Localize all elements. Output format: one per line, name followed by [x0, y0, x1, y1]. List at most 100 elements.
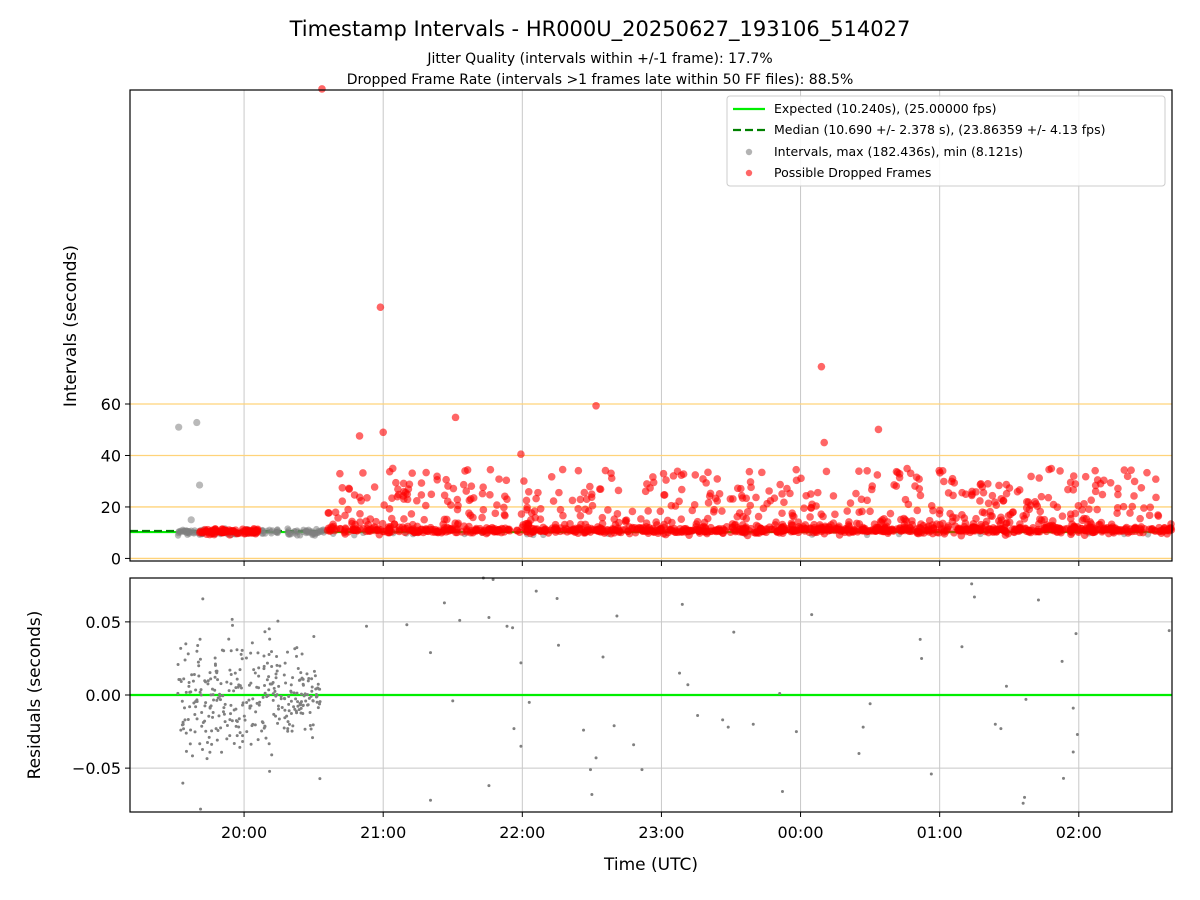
- dropped-frame-point: [504, 526, 512, 534]
- dropped-frame-point: [348, 519, 356, 528]
- dropped-frame-point: [643, 480, 651, 488]
- dropped-frame-point: [660, 491, 669, 499]
- residual-point: [200, 710, 204, 714]
- residual-point: [208, 671, 212, 675]
- dropped-frame-point: [336, 469, 344, 478]
- residual-point: [265, 695, 269, 699]
- residual-point: [261, 695, 265, 699]
- residual-point: [242, 714, 246, 718]
- intervals-y-tick-label: 60: [101, 395, 121, 414]
- dropped-frame-point: [523, 503, 531, 512]
- dropped-frame-point: [691, 471, 700, 479]
- residual-point: [272, 686, 276, 690]
- dropped-frame-point: [1114, 490, 1122, 499]
- residual-point: [732, 630, 736, 634]
- residual-point: [213, 656, 217, 660]
- dropped-frame-point: [733, 484, 742, 493]
- residual-point: [220, 648, 224, 652]
- dropped-frame-point: [1001, 526, 1009, 535]
- dropped-frame-point: [336, 524, 344, 533]
- residual-point: [230, 719, 234, 723]
- residual-point: [241, 734, 245, 738]
- dropped-frame-point: [1114, 484, 1122, 493]
- dropped-frame-point: [422, 526, 431, 535]
- dropped-frame-point: [524, 521, 533, 529]
- dropped-frame-point: [925, 528, 933, 536]
- dropped-frame-point: [780, 526, 789, 535]
- residual-point: [920, 656, 924, 660]
- dropped-frame-point: [417, 491, 426, 499]
- residual-point: [215, 698, 219, 702]
- residual-point: [257, 703, 261, 707]
- dropped-frame-point: [778, 509, 786, 518]
- dropped-frame-outlier: [318, 85, 326, 93]
- dropped-frame-point: [1087, 496, 1096, 504]
- dropped-frame-point: [549, 497, 558, 505]
- residual-point: [442, 601, 446, 605]
- dropped-frame-point: [940, 477, 948, 486]
- residual-point: [582, 728, 586, 732]
- residual-point: [487, 784, 491, 788]
- dropped-frame-point: [650, 528, 659, 536]
- residual-point: [305, 672, 309, 676]
- residual-point: [196, 644, 200, 648]
- dropped-frame-point: [214, 527, 222, 536]
- interval-point: [176, 528, 183, 535]
- residual-point: [308, 710, 312, 714]
- dropped-frame-point: [972, 514, 980, 523]
- residual-point: [295, 691, 299, 695]
- dropped-frame-point: [1167, 520, 1175, 528]
- dropped-frame-point: [641, 487, 650, 496]
- dropped-frame-point: [762, 528, 770, 537]
- dropped-frame-point: [813, 488, 822, 497]
- residual-point: [868, 702, 872, 706]
- residual-point: [247, 698, 251, 702]
- dropped-frame-point: [901, 495, 910, 504]
- dropped-frame-point: [917, 520, 925, 528]
- dropped-frame-point: [797, 474, 805, 483]
- residual-point: [291, 676, 295, 680]
- dropped-frame-point: [1009, 508, 1017, 516]
- residual-point: [999, 727, 1003, 731]
- dropped-frame-point: [916, 491, 925, 500]
- residual-point: [721, 718, 725, 722]
- dropped-frame-point: [857, 495, 866, 504]
- chart-subtitle-dropped: Dropped Frame Rate (intervals >1 frames …: [347, 72, 854, 88]
- dropped-frame-point: [816, 521, 824, 529]
- residual-point: [428, 651, 432, 655]
- dropped-frame-point: [747, 483, 755, 492]
- residual-point: [229, 672, 233, 676]
- dropped-frame-point: [517, 510, 526, 518]
- dropped-frame-point: [800, 504, 808, 512]
- dropped-frame-point: [502, 476, 511, 485]
- dropped-frame-point: [586, 482, 594, 491]
- dropped-frame-point: [660, 520, 669, 529]
- dropped-frame-point: [588, 501, 597, 510]
- dropped-frame-point: [434, 526, 443, 535]
- dropped-frame-point: [1026, 501, 1035, 509]
- dropped-frame-point: [392, 478, 400, 487]
- interval-outlier: [175, 423, 183, 431]
- residual-point: [318, 777, 322, 781]
- dropped-frame-point: [1151, 475, 1160, 483]
- residual-point: [263, 684, 267, 688]
- residuals-y-tick-label: 0.00: [85, 686, 121, 705]
- residual-point: [220, 750, 224, 754]
- dropped-frame-point: [576, 511, 585, 520]
- dropped-frame-point: [1127, 466, 1135, 474]
- residual-point: [283, 708, 287, 712]
- dropped-frame-point: [1136, 514, 1144, 523]
- residual-point: [262, 654, 266, 658]
- residuals-series: [176, 576, 1171, 811]
- dropped-frame-point: [621, 516, 630, 525]
- residual-point: [234, 707, 238, 711]
- residual-point: [289, 699, 293, 703]
- residual-point: [1036, 598, 1040, 602]
- dropped-frame-point: [1069, 472, 1078, 480]
- dropped-frame-point: [390, 520, 399, 529]
- residual-point: [200, 724, 204, 728]
- dropped-frame-point: [485, 525, 494, 534]
- residual-point: [283, 697, 287, 701]
- dropped-frame-point: [676, 527, 684, 536]
